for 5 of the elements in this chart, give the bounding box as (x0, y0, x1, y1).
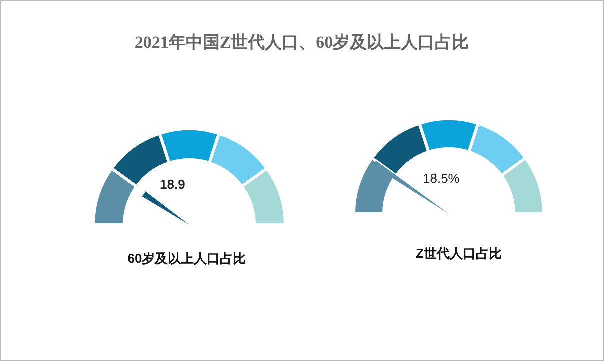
text: 2021年中国Z世代人口、60岁及以上人口占比 (134, 33, 470, 52)
text: 60岁及以上人口占比 (128, 251, 246, 266)
text: Z世代人口占比 (416, 246, 502, 261)
data-label: 18.5% (423, 171, 460, 186)
data-label: 18.9 (160, 177, 186, 192)
